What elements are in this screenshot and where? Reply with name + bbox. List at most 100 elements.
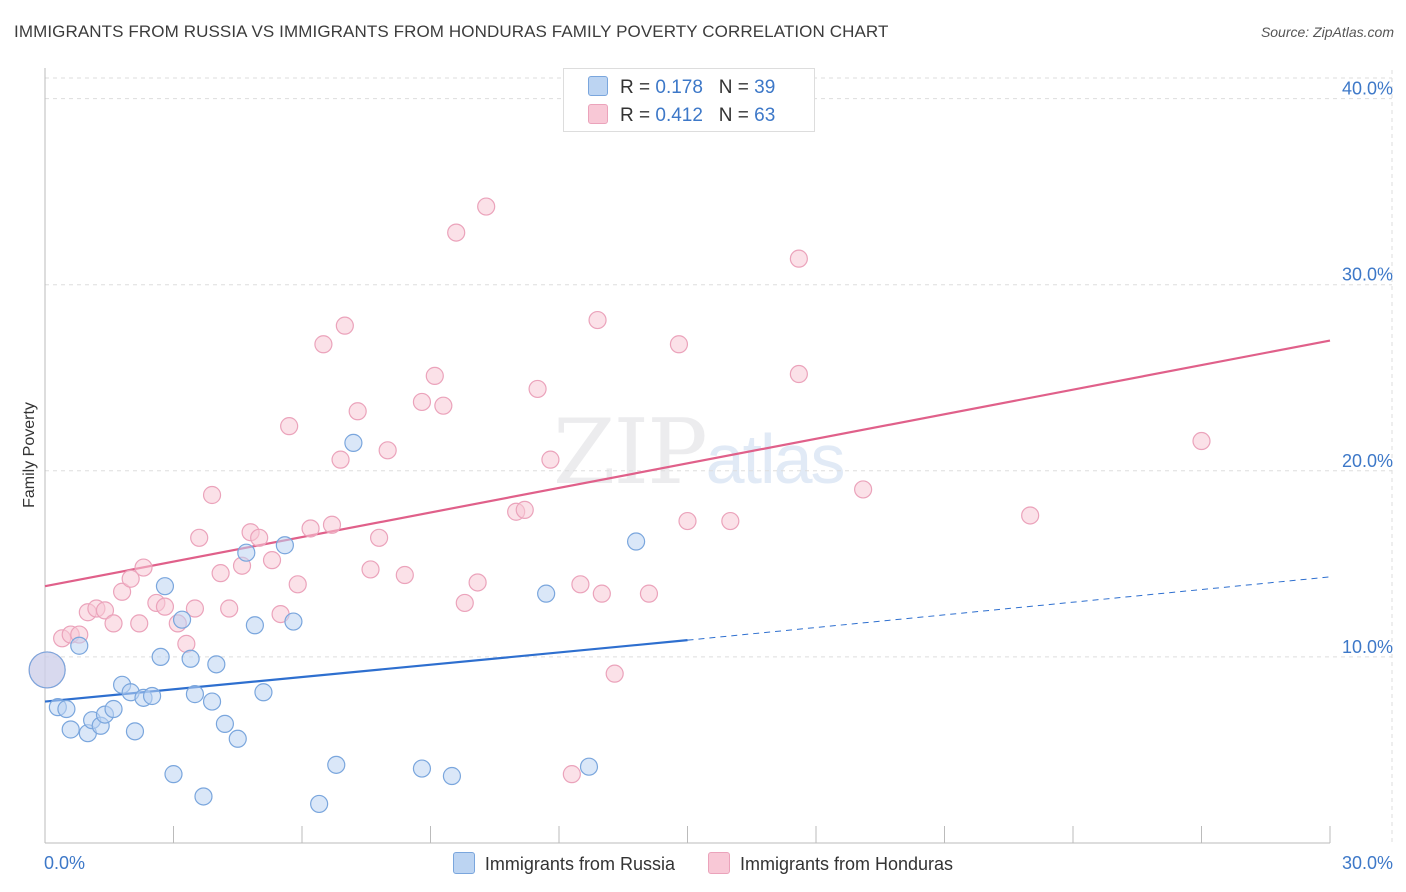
legend-row-honduras: R = 0.412 N = 63 bbox=[588, 104, 775, 126]
russia-point bbox=[125, 722, 145, 741]
honduras-point bbox=[639, 584, 659, 603]
russia-point bbox=[344, 433, 363, 452]
russia-point bbox=[28, 651, 66, 689]
r-label: R = bbox=[620, 77, 656, 98]
honduras-point bbox=[592, 584, 611, 603]
russia-point bbox=[626, 532, 646, 551]
russia-point bbox=[412, 759, 432, 778]
honduras-point bbox=[678, 511, 697, 531]
russia-point bbox=[202, 692, 222, 711]
honduras-point bbox=[395, 565, 414, 585]
honduras-point bbox=[370, 528, 389, 547]
correlation-legend: R = 0.178 N = 39 R = 0.412 N = 63 bbox=[563, 68, 815, 132]
russia-point bbox=[207, 655, 226, 674]
russia-point bbox=[310, 794, 329, 814]
russia-point bbox=[228, 729, 247, 748]
honduras-point bbox=[220, 599, 239, 618]
axes bbox=[44, 68, 1331, 844]
russia-point bbox=[181, 649, 200, 668]
russia-point bbox=[142, 686, 162, 706]
russia-swatch bbox=[588, 76, 608, 96]
legend-label: Immigrants from Russia bbox=[484, 854, 675, 874]
honduras-point bbox=[425, 366, 444, 385]
honduras-point bbox=[721, 511, 740, 531]
honduras-point bbox=[335, 316, 354, 335]
honduras-point bbox=[412, 392, 432, 412]
russia-point bbox=[57, 699, 76, 719]
russia-point bbox=[185, 685, 205, 704]
r-value: 0.178 bbox=[655, 77, 703, 98]
honduras-point bbox=[280, 417, 299, 436]
n-value: 39 bbox=[754, 77, 776, 98]
honduras-point bbox=[562, 765, 581, 784]
honduras-point bbox=[314, 335, 333, 354]
honduras-point bbox=[789, 249, 808, 268]
chart-title: IMMIGRANTS FROM RUSSIA VS IMMIGRANTS FRO… bbox=[14, 22, 889, 41]
honduras-point bbox=[134, 558, 153, 577]
honduras-point bbox=[348, 402, 367, 421]
source-credit: Source: ZipAtlas.com bbox=[1260, 24, 1394, 40]
honduras-point bbox=[477, 197, 496, 216]
honduras-point bbox=[571, 575, 590, 594]
honduras-swatch bbox=[588, 104, 608, 124]
russia-point bbox=[215, 714, 234, 733]
n-label: N = bbox=[718, 77, 755, 98]
honduras-point bbox=[605, 664, 624, 683]
russia-point bbox=[151, 647, 170, 667]
data-points bbox=[28, 197, 1211, 814]
honduras-point bbox=[211, 564, 230, 583]
russia-point bbox=[61, 720, 80, 739]
r-label: R = bbox=[620, 105, 656, 126]
y-tick-label: 10.0% bbox=[1342, 637, 1393, 657]
honduras-point bbox=[185, 599, 205, 618]
n-value: 63 bbox=[754, 105, 776, 126]
russia-point bbox=[579, 757, 599, 776]
honduras-point bbox=[262, 551, 282, 570]
honduras-point bbox=[447, 223, 466, 242]
legend-item-honduras[interactable]: Immigrants from Honduras bbox=[707, 852, 953, 875]
honduras-point bbox=[1021, 506, 1040, 525]
russia-point bbox=[254, 683, 273, 702]
russia-point bbox=[245, 616, 264, 635]
russia-point bbox=[327, 755, 346, 774]
honduras-trend-line bbox=[44, 339, 1331, 588]
honduras-point bbox=[288, 575, 307, 594]
honduras-point bbox=[104, 614, 123, 633]
x-tick-label: 30.0% bbox=[1342, 853, 1393, 873]
honduras-point bbox=[202, 485, 222, 505]
honduras-point bbox=[361, 560, 380, 579]
russia-point bbox=[164, 765, 183, 784]
honduras-point bbox=[301, 519, 320, 538]
watermark-atlas: atlas bbox=[705, 420, 846, 498]
x-tick-label: 0.0% bbox=[44, 853, 85, 873]
honduras-point bbox=[434, 396, 453, 415]
y-tick-label: 20.0% bbox=[1342, 451, 1393, 471]
honduras-point bbox=[121, 569, 140, 588]
legend-row-russia: R = 0.178 N = 39 bbox=[588, 76, 775, 98]
russia-point bbox=[70, 636, 89, 655]
russia-point bbox=[172, 610, 192, 629]
honduras-point bbox=[541, 450, 560, 469]
honduras-point bbox=[789, 364, 808, 384]
honduras-point bbox=[588, 310, 607, 330]
russia-swatch bbox=[452, 852, 475, 874]
tick-labels: 10.0% 20.0% 30.0% 40.0% 0.0% 30.0% bbox=[44, 79, 1393, 873]
honduras-point bbox=[190, 528, 209, 547]
honduras-point bbox=[130, 614, 149, 633]
russia-point bbox=[284, 612, 303, 631]
y-tick-label: 30.0% bbox=[1342, 265, 1393, 285]
honduras-point bbox=[515, 500, 534, 519]
honduras-point bbox=[1192, 431, 1211, 451]
honduras-swatch bbox=[707, 852, 730, 874]
honduras-point bbox=[669, 335, 689, 354]
series-legend: Immigrants from Russia Immigrants from H… bbox=[0, 852, 1406, 875]
honduras-point bbox=[854, 480, 873, 499]
r-value: 0.412 bbox=[655, 105, 703, 126]
russia-point bbox=[237, 543, 256, 562]
honduras-point bbox=[95, 601, 115, 620]
legend-item-russia[interactable]: Immigrants from Russia bbox=[452, 852, 675, 875]
honduras-point bbox=[331, 450, 350, 469]
honduras-point bbox=[528, 379, 547, 399]
russia-point bbox=[155, 577, 175, 596]
